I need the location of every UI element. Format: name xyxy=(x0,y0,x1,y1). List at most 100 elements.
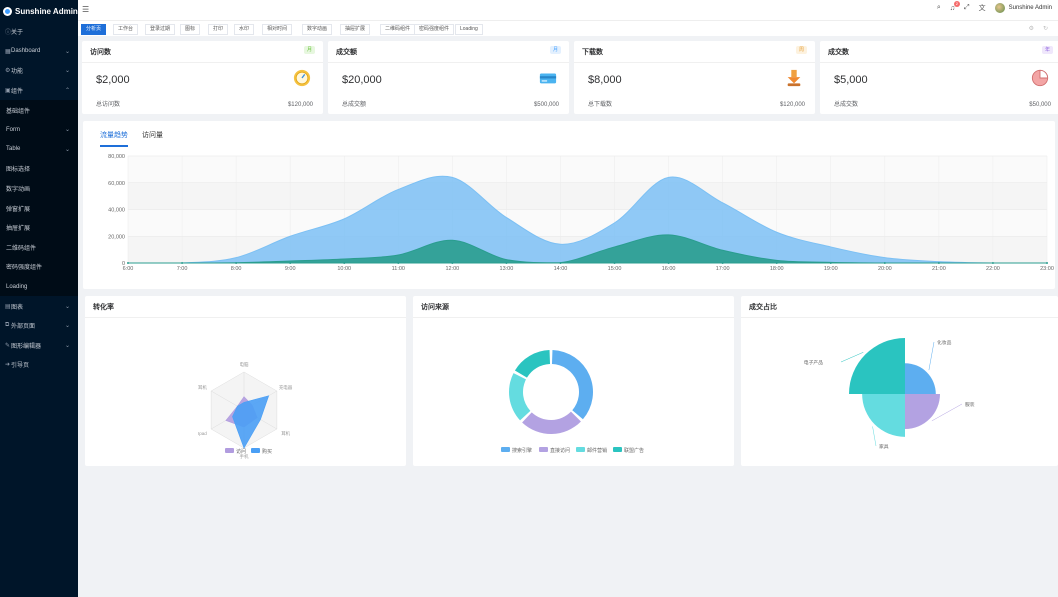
stat-total-value: $120,000 xyxy=(287,102,313,108)
data-point xyxy=(181,262,184,264)
user-menu[interactable]: Sunshine Admin xyxy=(994,3,1052,13)
rose-slice xyxy=(849,338,905,394)
y-tick-label: 80,000 xyxy=(108,154,125,160)
sidebar-item-label: 组件 xyxy=(11,89,24,96)
sidebar-item[interactable]: 基础组件 xyxy=(0,100,78,120)
data-point xyxy=(667,262,670,264)
tab-item[interactable]: 水印 xyxy=(234,24,255,35)
sidebar-item[interactable]: ⚙ 功能 ⌄ xyxy=(0,61,78,81)
rose-slice xyxy=(862,394,905,437)
header: ☰ ⌕ ♫ 2 ⤢ 文 Sunshine Admin xyxy=(78,0,1058,20)
sidebar-item-label: 图形编辑器 xyxy=(11,343,42,350)
sidebar-item[interactable]: Loading xyxy=(0,276,78,297)
sidebar-item[interactable]: ▦ Dashboard ⌄ xyxy=(0,42,78,62)
settings-icon[interactable]: ⚙ xyxy=(1028,26,1034,32)
sidebar-item[interactable]: ▤ 图表 ⌄ xyxy=(0,296,78,316)
notification-bell-icon[interactable]: ♫ 2 xyxy=(949,0,960,12)
sidebar-item[interactable]: ⧉ 外部页面 ⌄ xyxy=(0,316,78,336)
divider xyxy=(85,317,406,318)
divider xyxy=(413,317,734,318)
tab-item[interactable]: Loading xyxy=(455,24,483,35)
sidebar-item-label: 密码强度组件 xyxy=(6,265,43,272)
data-point xyxy=(451,262,454,264)
stat-title: 下载数 xyxy=(582,49,603,56)
guide-icon: ➜ xyxy=(5,362,11,369)
avatar xyxy=(994,3,1005,13)
legend-swatch xyxy=(576,447,585,452)
fullscreen-icon[interactable]: ⤢ xyxy=(964,4,970,11)
component-icon: ▣ xyxy=(5,88,11,95)
sidebar-item[interactable]: Form ⌄ xyxy=(0,119,78,140)
tab-item[interactable]: 登录过期 xyxy=(145,24,176,35)
data-point xyxy=(991,262,994,264)
tab-visits[interactable]: 访问量 xyxy=(142,132,163,139)
tab-item[interactable]: 密码强度组件 xyxy=(414,24,455,35)
sidebar-item[interactable]: ⓘ 关于 xyxy=(0,22,78,42)
period-tag: 年 xyxy=(1041,46,1053,54)
editor-icon: ✎ xyxy=(5,342,11,349)
sidebar-item[interactable]: ➜ 引导页 xyxy=(0,355,78,375)
tab-item[interactable]: 数字动画 xyxy=(302,24,333,35)
data-point xyxy=(829,262,832,264)
language-icon[interactable]: 文 xyxy=(978,5,986,12)
tab-item[interactable]: 打印 xyxy=(208,24,229,35)
divider xyxy=(574,62,815,63)
sidebar-item[interactable]: 数字动画 xyxy=(0,178,78,199)
legend-label: 访问 xyxy=(236,448,246,455)
tab-item[interactable]: 分析页 xyxy=(81,24,107,35)
app-logo[interactable]: Sunshine Admin xyxy=(0,0,78,22)
search-icon[interactable]: ⌕ xyxy=(936,4,941,11)
chevron-down-icon: ⌄ xyxy=(64,323,70,330)
conversion-title: 转化率 xyxy=(93,304,114,311)
legend-label: 搜索引擎 xyxy=(512,447,532,454)
tab-traffic-trend[interactable]: 流量趋势 xyxy=(100,130,128,147)
sidebar-item[interactable]: Table ⌄ xyxy=(0,139,78,160)
sidebar-item[interactable]: 弹窗扩展 xyxy=(0,198,78,218)
app-title: Sunshine Admin xyxy=(15,6,78,16)
divider xyxy=(328,62,569,63)
rose-label-line xyxy=(931,403,963,422)
period-tag: 月 xyxy=(303,46,315,54)
trend-tabs: 流量趋势 访问量 xyxy=(100,130,163,147)
tab-item[interactable]: 图标 xyxy=(180,24,201,35)
series-line xyxy=(127,175,1047,264)
tab-item[interactable]: 工作台 xyxy=(113,24,139,35)
sidebar-item[interactable]: 二维码组件 xyxy=(0,237,78,258)
sidebar-item[interactable]: ✎ 图形编辑器 ⌄ xyxy=(0,336,78,356)
pie-chart-icon xyxy=(1031,69,1049,87)
traffic-trend-card: 流量趋势 访问量 0 20,000 40,000 60,000 80,000 6:00 7:… xyxy=(83,121,1055,289)
data-point xyxy=(343,262,346,264)
x-tick-label: 6:00 xyxy=(123,266,134,272)
x-tick-label: 11:00 xyxy=(392,266,405,272)
conversion-card: 转化率 电脑 充电器 耳机 手机 Ipad 耳机 访问 购买 xyxy=(85,296,406,466)
x-tick-label: 15:00 xyxy=(608,266,622,272)
stat-card: 下载数 周 $8,000 总下载数 $120,000 xyxy=(574,41,815,114)
stat-total-value: $500,000 xyxy=(533,102,559,108)
x-tick-label: 7:00 xyxy=(177,266,188,272)
tab-item[interactable]: 相对时间 xyxy=(262,24,293,35)
sidebar-menu: ⓘ 关于 ▦ Dashboard ⌄ ⚙ 功能 ⌄ ▣ 组件 ⌃ 基础组件 Form ⌄ Table ⌄ 图标选… xyxy=(0,22,78,375)
sidebar-item[interactable]: ▣ 组件 ⌃ xyxy=(0,81,78,101)
main-area: ☰ ⌕ ♫ 2 ⤢ 文 Sunshine Admin 分析页 工作台 登录过期 图标 打印… xyxy=(78,0,1058,597)
legend-swatch xyxy=(251,448,260,453)
sidebar-item[interactable]: 抽屉扩展 xyxy=(0,217,78,238)
dashboard-icon: ▦ xyxy=(5,48,11,55)
divider xyxy=(741,317,1058,318)
credit-card-icon xyxy=(539,69,557,87)
menu-fold-icon[interactable]: ☰ xyxy=(82,5,90,14)
x-tick-label: 8:00 xyxy=(231,266,242,272)
chevron-up-icon: ⌃ xyxy=(64,88,70,95)
stat-title: 成交额 xyxy=(336,49,357,56)
function-icon: ⚙ xyxy=(5,68,11,75)
radar-indicator-label: 电脑 xyxy=(240,361,249,368)
data-point xyxy=(883,262,886,264)
refresh-icon[interactable]: ↻ xyxy=(1042,26,1048,32)
tab-item[interactable]: 二维码组件 xyxy=(380,24,416,35)
sidebar-item[interactable]: 密码强度组件 xyxy=(0,257,78,277)
tab-item[interactable]: 抽屉扩展 xyxy=(340,24,371,35)
chevron-down-icon: ⌄ xyxy=(64,146,70,153)
data-point xyxy=(613,262,616,264)
sidebar-item[interactable]: 图标选择 xyxy=(0,159,78,179)
